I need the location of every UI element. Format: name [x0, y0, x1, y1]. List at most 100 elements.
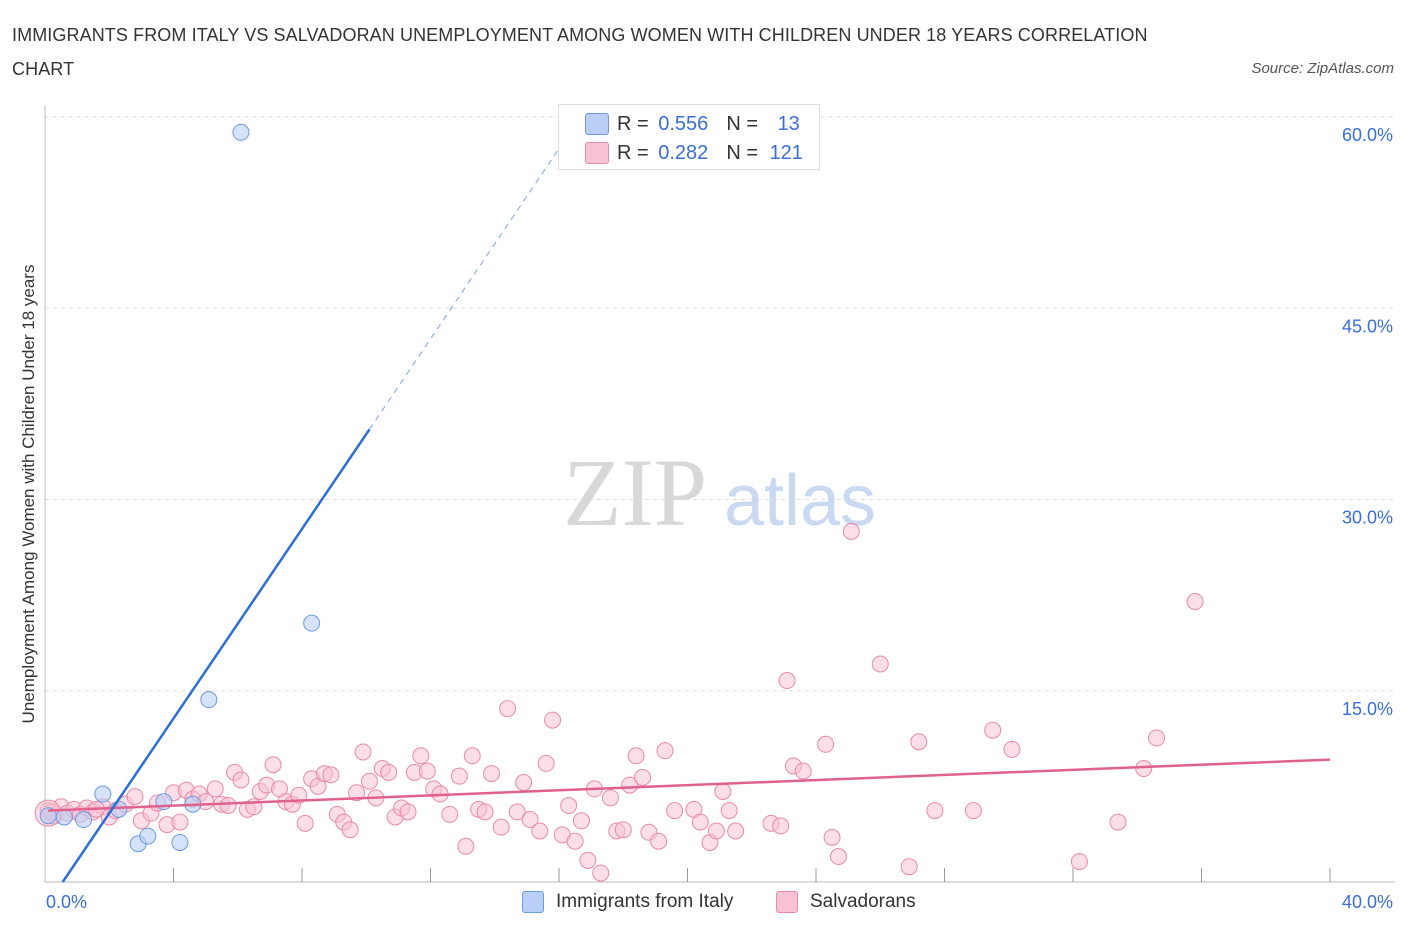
salvadorans-point: [450, 767, 468, 785]
bottom-legend-salvadorans: Salvadorans: [776, 888, 916, 916]
legend-r-label: R =: [617, 141, 655, 164]
salvadorans-point: [592, 864, 610, 882]
legend-row-italy: R = 0.556 N = 13: [617, 111, 800, 137]
salvadorans-point: [521, 811, 539, 829]
source-label: Source: ZipAtlas.com: [1251, 60, 1394, 77]
legend-n-value: 121: [769, 141, 803, 164]
salvadorans-point: [714, 782, 732, 800]
italy-point: [232, 123, 250, 141]
italy-point: [75, 811, 93, 829]
salvadorans-point: [621, 776, 639, 794]
salvadorans-point: [499, 700, 517, 718]
legend-label-italy: Immigrants from Italy: [556, 891, 734, 912]
x-tick-label: 40.0%: [1342, 892, 1393, 912]
salvadorans-point: [772, 817, 790, 835]
salvadorans-point: [232, 771, 250, 789]
italy-point: [94, 785, 112, 803]
salvadorans-point: [537, 754, 555, 772]
salvadorans-point: [264, 756, 282, 774]
salvadorans-point: [441, 805, 459, 823]
salvadorans-point: [171, 813, 189, 831]
y-tick-label: 30.0%: [1342, 508, 1393, 528]
salvadorans-point: [219, 797, 237, 814]
legend-swatch-italy: [585, 113, 609, 135]
salvadorans-point: [341, 821, 359, 839]
salvadorans-point: [634, 768, 652, 786]
salvadorans-point: [778, 672, 796, 690]
salvadorans-point: [566, 832, 584, 850]
y-axis-label: Unemployment Among Women with Children U…: [19, 265, 38, 724]
salvadorans-point: [380, 763, 398, 781]
watermark-zip: ZIP: [563, 439, 707, 546]
salvadorans-point: [296, 814, 314, 832]
salvadorans-point: [572, 812, 590, 830]
salvadorans-point: [1135, 760, 1153, 778]
legend-n-label: N =: [726, 141, 764, 164]
legend-swatch-salvadorans: [776, 891, 798, 913]
y-tick-label: 45.0%: [1342, 316, 1393, 336]
italy-point: [171, 833, 189, 851]
legend-n-label: N =: [726, 112, 764, 135]
legend-swatch-salvadorans: [585, 142, 609, 164]
salvadorans-point: [656, 742, 674, 760]
italy-trend-line: [61, 428, 371, 883]
salvadorans-point: [1109, 813, 1127, 831]
salvadorans-point: [457, 837, 475, 855]
salvadorans-point: [666, 802, 684, 820]
italy-trend-extension: [368, 110, 586, 430]
salvadorans-point: [926, 802, 944, 820]
salvadorans-point: [910, 733, 928, 751]
salvadorans-point: [829, 848, 847, 865]
salvadorans-point: [463, 747, 481, 765]
legend-r-label: R =: [617, 112, 655, 135]
salvadorans-point: [842, 522, 860, 540]
salvadorans-point: [322, 766, 340, 784]
salvadorans-point: [418, 762, 436, 780]
italy-point: [139, 827, 157, 845]
salvadorans-point: [412, 747, 430, 765]
salvadorans-point: [126, 788, 144, 806]
salvadorans-point: [627, 747, 645, 765]
salvadorans-point: [707, 822, 725, 840]
salvadorans-point: [691, 813, 709, 831]
trend-lines: [48, 110, 1331, 883]
y-tick-label: 15.0%: [1342, 699, 1393, 719]
legend-label-salvadorans: Salvadorans: [810, 891, 916, 912]
tick-labels: 15.0% 30.0% 45.0% 60.0% 0.0% 40.0%: [46, 125, 1393, 912]
x-tick-label: 0.0%: [46, 892, 87, 912]
axes: [44, 105, 1395, 883]
salvadorans-point: [348, 784, 366, 802]
salvadorans-point: [1003, 740, 1021, 758]
salvadorans-point: [964, 802, 982, 820]
salvadorans-point: [614, 821, 632, 839]
legend-r-value: 0.282: [658, 141, 709, 164]
salvadorans-trend-line: [48, 758, 1331, 812]
salvadorans-point: [650, 832, 668, 850]
salvadorans-point: [544, 711, 562, 729]
salvadorans-point: [579, 851, 597, 869]
salvadorans-point: [360, 772, 378, 790]
legend-swatch-italy: [522, 891, 544, 913]
italy-point: [200, 691, 218, 709]
legend-n-value: 13: [777, 112, 800, 135]
salvadorans-point: [508, 803, 526, 821]
salvadorans-points: [34, 522, 1204, 882]
chart-title: IMMIGRANTS FROM ITALY VS SALVADORAN UNEM…: [12, 25, 1148, 79]
salvadorans-point: [515, 774, 533, 792]
salvadorans-point: [1070, 853, 1088, 871]
salvadorans-point: [817, 735, 835, 753]
correlation-legend: R = 0.556 N = 13 R = 0.282 N = 121: [558, 104, 820, 170]
salvadorans-point: [823, 828, 841, 846]
salvadorans-point: [984, 721, 1002, 739]
salvadorans-point: [206, 780, 224, 798]
salvadorans-point: [492, 818, 510, 836]
salvadorans-point: [900, 858, 918, 876]
salvadorans-point: [601, 789, 619, 807]
salvadorans-point: [399, 803, 417, 821]
salvadorans-point: [531, 822, 549, 840]
legend-r-value: 0.556: [658, 112, 709, 135]
salvadorans-point: [354, 743, 372, 761]
salvadorans-point: [727, 822, 745, 840]
salvadorans-point: [476, 803, 494, 821]
